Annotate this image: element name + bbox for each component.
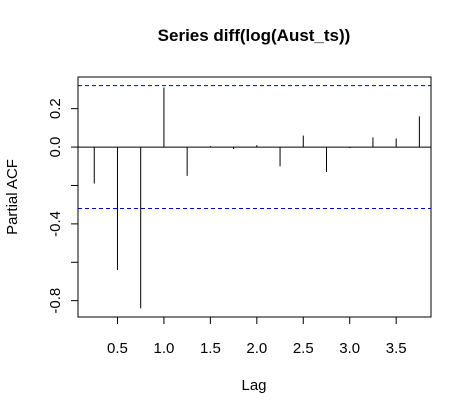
chart-title: Series diff(log(Aust_ts)) [158, 26, 351, 45]
y-tick-label: 0.0 [47, 137, 64, 158]
pacf-bars [93, 87, 420, 309]
x-axis: 0.5 1.0 1.5 2.0 2.5 3.0 3.5 [107, 317, 407, 357]
y-tick-label: -0.4 [47, 211, 64, 237]
y-tick-label: -0.8 [47, 288, 64, 314]
plot-frame [77, 76, 432, 318]
confidence-band [78, 85, 431, 210]
y-axis-label: Partial ACF [4, 159, 21, 235]
x-tick-label: 0.5 [107, 340, 128, 357]
y-axis: -0.8 -0.4 0.0 0.2 [47, 98, 78, 314]
x-tick-label: 1.5 [200, 340, 221, 357]
x-axis-label: Lag [241, 377, 266, 394]
y-tick-label: 0.2 [47, 98, 64, 119]
x-tick-label: 3.0 [339, 340, 360, 357]
x-tick-label: 2.0 [246, 340, 267, 357]
x-tick-label: 2.5 [293, 340, 314, 357]
x-tick-label: 3.5 [386, 340, 407, 357]
x-tick-label: 1.0 [153, 340, 174, 357]
